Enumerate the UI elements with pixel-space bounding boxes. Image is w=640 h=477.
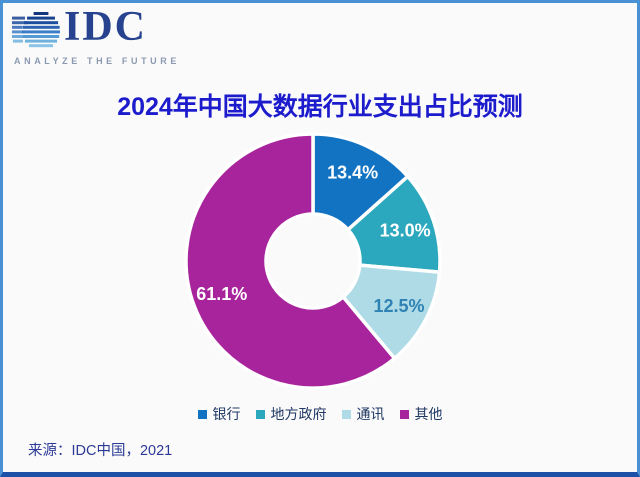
legend-label: 银行: [212, 406, 241, 422]
legend-item-通讯: 通讯: [341, 404, 385, 424]
slice-label-通讯: 12.5%: [373, 296, 424, 316]
chart-legend: 银行 地方政府 通讯 其他: [3, 404, 637, 424]
legend-swatch-icon: [197, 409, 207, 419]
donut-slice-地方政府: [346, 174, 442, 274]
legend-label: 其他: [414, 406, 443, 422]
logo-text: IDC: [64, 4, 148, 50]
legend-swatch-icon: [255, 409, 265, 419]
donut-slice-银行: [311, 132, 410, 232]
source-note: 来源：IDC中国，2021: [28, 443, 173, 459]
legend-swatch-icon: [341, 409, 351, 419]
slice-label-地方政府: 13.0%: [380, 220, 431, 240]
donut-slice-其他: [184, 132, 397, 390]
idc-logo: IDC ANALYZE THE FUTURE: [12, 4, 212, 69]
idc-globe-icon: [12, 12, 60, 48]
legend-label: 通讯: [356, 406, 385, 422]
slice-label-其他: 61.1%: [196, 284, 247, 304]
legend-swatch-icon: [399, 409, 409, 419]
slice-label-银行: 13.4%: [327, 163, 378, 183]
legend-label: 地方政府: [270, 406, 327, 422]
legend-item-其他: 其他: [399, 404, 443, 424]
donut-chart: 13.4% 13.0% 12.5% 61.1%: [184, 132, 442, 390]
logo-tagline: ANALYZE THE FUTURE: [14, 56, 180, 66]
legend-item-地方政府: 地方政府: [255, 404, 327, 424]
chart-title: 2024年中国大数据行业支出占比预测: [117, 93, 523, 121]
legend-item-银行: 银行: [197, 404, 241, 424]
